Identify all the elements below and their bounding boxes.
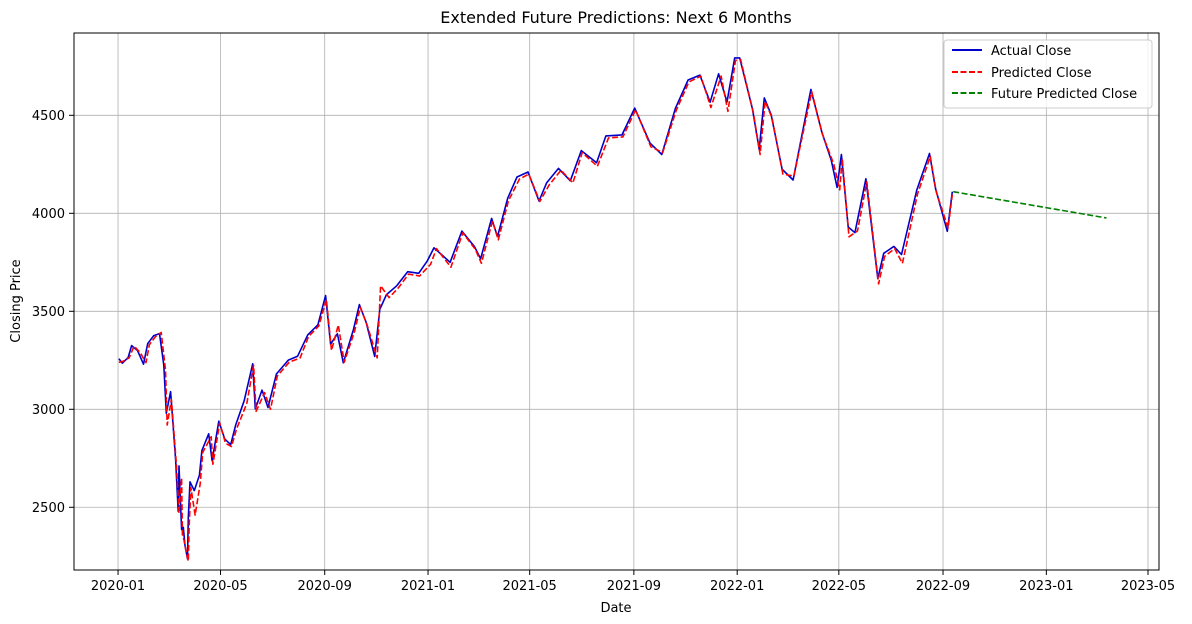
y-axis: 2500 3000 3500 4000 4500: [32, 109, 74, 516]
legend-label-predicted: Predicted Close: [991, 66, 1092, 81]
x-tick-label: 2020-09: [298, 579, 352, 594]
x-axis: 2020-01 2020-05 2020-09 2021-01 2021-05 2021-…: [91, 570, 1175, 594]
x-tick-label: 2022-05: [812, 579, 866, 594]
x-tick-label: 2020-05: [193, 579, 247, 594]
x-tick-label: 2021-09: [607, 579, 661, 594]
series-layer: [118, 57, 1107, 562]
x-axis-label: Date: [600, 601, 631, 616]
y-tick-label: 4000: [32, 207, 65, 222]
y-tick-label: 3000: [32, 403, 65, 418]
y-tick-label: 4500: [32, 109, 65, 124]
legend: Actual Close Predicted Close Future Pred…: [943, 39, 1153, 109]
x-tick-label: 2020-01: [91, 579, 145, 594]
legend-box: [943, 39, 1153, 109]
y-tick-label: 2500: [32, 501, 65, 516]
x-tick-label: 2023-05: [1121, 579, 1175, 594]
x-tick-label: 2022-01: [710, 579, 764, 594]
future-predicted-close-line: [953, 190, 1107, 219]
legend-label-actual: Actual Close: [991, 44, 1071, 59]
legend-label-future: Future Predicted Close: [991, 87, 1137, 102]
chart-title: Extended Future Predictions: Next 6 Mont…: [440, 8, 792, 27]
x-tick-label: 2023-01: [1019, 579, 1073, 594]
x-tick-label: 2021-01: [401, 579, 455, 594]
y-axis-label: Closing Price: [9, 259, 24, 342]
x-tick-label: 2022-09: [916, 579, 970, 594]
plot-frame: [73, 32, 1160, 571]
y-tick-label: 3500: [32, 305, 65, 320]
x-tick-label: 2021-05: [503, 579, 557, 594]
grid-lines: [74, 33, 1159, 570]
predicted-close-line: [118, 58, 954, 562]
